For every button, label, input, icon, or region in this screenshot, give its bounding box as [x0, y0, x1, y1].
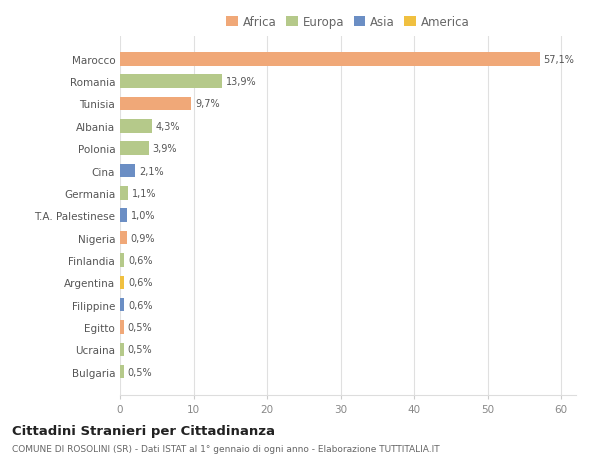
Text: Cittadini Stranieri per Cittadinanza: Cittadini Stranieri per Cittadinanza — [12, 424, 275, 437]
Bar — [120, 254, 124, 267]
Text: 3,9%: 3,9% — [152, 144, 177, 154]
Text: 2,1%: 2,1% — [139, 166, 164, 176]
Bar — [120, 53, 540, 67]
Text: 0,9%: 0,9% — [130, 233, 155, 243]
Text: 9,7%: 9,7% — [195, 99, 220, 109]
Text: 0,6%: 0,6% — [128, 300, 152, 310]
Text: 1,0%: 1,0% — [131, 211, 155, 221]
Bar — [120, 98, 191, 111]
Bar — [120, 298, 124, 312]
Bar — [120, 365, 124, 379]
Text: 57,1%: 57,1% — [544, 55, 575, 65]
Text: COMUNE DI ROSOLINI (SR) - Dati ISTAT al 1° gennaio di ogni anno - Elaborazione T: COMUNE DI ROSOLINI (SR) - Dati ISTAT al … — [12, 444, 440, 453]
Bar — [120, 320, 124, 334]
Legend: Africa, Europa, Asia, America: Africa, Europa, Asia, America — [223, 13, 473, 33]
Bar — [120, 343, 124, 356]
Text: 0,5%: 0,5% — [127, 367, 152, 377]
Bar — [120, 276, 124, 289]
Bar — [120, 120, 152, 133]
Bar — [120, 231, 127, 245]
Bar — [120, 164, 136, 178]
Text: 0,6%: 0,6% — [128, 255, 152, 265]
Bar — [120, 142, 149, 156]
Bar — [120, 209, 127, 223]
Text: 13,9%: 13,9% — [226, 77, 257, 87]
Text: 1,1%: 1,1% — [132, 189, 156, 198]
Bar — [120, 187, 128, 200]
Text: 0,5%: 0,5% — [127, 322, 152, 332]
Text: 0,5%: 0,5% — [127, 345, 152, 354]
Text: 0,6%: 0,6% — [128, 278, 152, 288]
Text: 4,3%: 4,3% — [155, 122, 180, 132]
Bar — [120, 75, 222, 89]
